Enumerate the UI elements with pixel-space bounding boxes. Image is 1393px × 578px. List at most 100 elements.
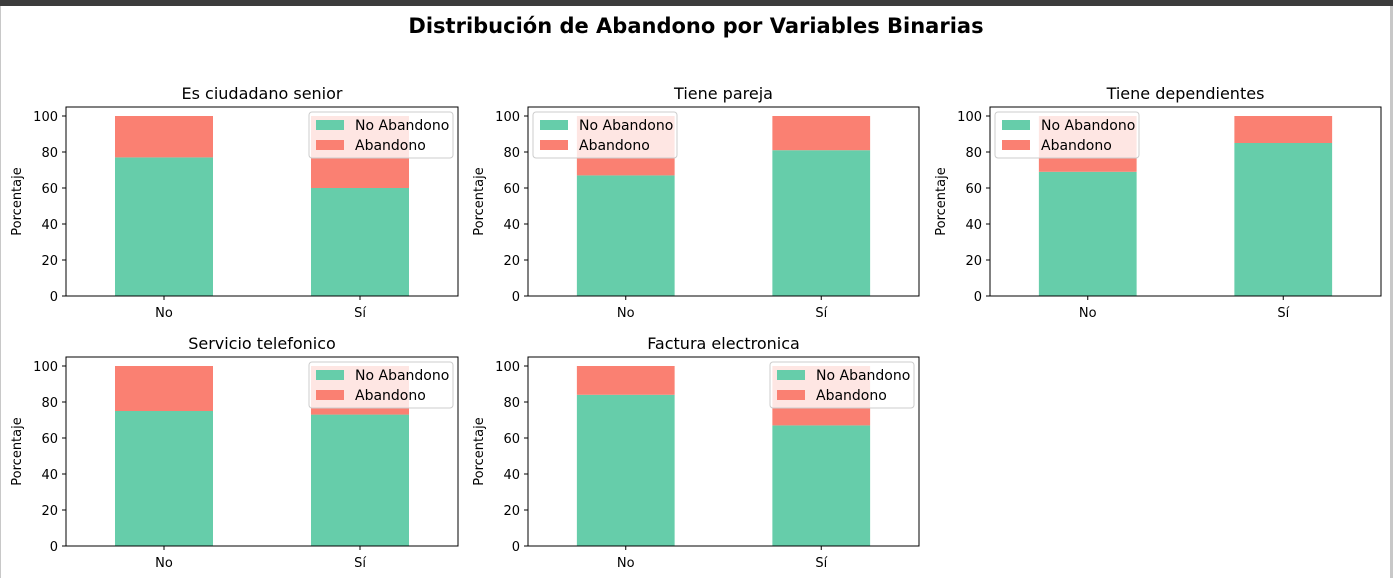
legend-box bbox=[532, 111, 678, 159]
subplot-title: Tiene pareja bbox=[673, 84, 773, 103]
legend-swatch-no-abandono bbox=[316, 120, 344, 130]
axes-frame bbox=[65, 356, 459, 547]
bar-no-abandono-no bbox=[576, 175, 675, 296]
subplot-3: Tiene dependientes No Sí 0 20 40 60 80 100 Porcen… bbox=[934, 84, 1382, 321]
legend-box bbox=[769, 361, 915, 409]
legend: No Abandono Abandono bbox=[532, 111, 678, 159]
legend-box bbox=[308, 111, 454, 159]
legend-label: No Abandono bbox=[816, 368, 910, 384]
y-tick-label: 0 bbox=[50, 290, 58, 305]
bar-no-abandono-si bbox=[311, 188, 409, 296]
figure-title: Distribución de Abandono por Variables B… bbox=[408, 14, 983, 38]
x-tick-label: Sí bbox=[815, 306, 827, 321]
x-tick-label: No bbox=[1079, 306, 1097, 321]
axes-frame bbox=[527, 356, 920, 547]
subplot-1: Es ciudadano senior No Sí 0 20 40 60 80 100 Porce… bbox=[10, 84, 459, 321]
legend-swatch-abandono bbox=[777, 390, 805, 400]
bar-no-abandono-si bbox=[772, 425, 871, 546]
bar-abandono-no bbox=[576, 366, 675, 395]
x-tick-label: Sí bbox=[354, 556, 366, 571]
legend: No Abandono Abandono bbox=[769, 361, 915, 409]
y-axis-label: Porcentaje bbox=[472, 417, 487, 485]
legend-label: No Abandono bbox=[579, 118, 673, 134]
axes-frame bbox=[65, 106, 459, 297]
window-top-bar bbox=[0, 0, 1393, 6]
legend-swatch-no-abandono bbox=[777, 370, 805, 380]
y-axis-label: Porcentaje bbox=[10, 167, 25, 235]
legend-swatch-abandono bbox=[540, 140, 568, 150]
legend-swatch-abandono bbox=[1002, 140, 1030, 150]
legend-swatch-abandono bbox=[316, 140, 344, 150]
y-tick-label: 0 bbox=[50, 540, 58, 555]
y-tick-label: 100 bbox=[33, 110, 58, 125]
y-tick-label: 0 bbox=[974, 290, 982, 305]
y-tick-label: 0 bbox=[512, 290, 520, 305]
subplot-title: Tiene dependientes bbox=[1106, 84, 1265, 103]
y-tick-label: 100 bbox=[33, 360, 58, 375]
legend-swatch-abandono bbox=[316, 390, 344, 400]
x-tick-label: Sí bbox=[815, 556, 827, 571]
y-tick-label: 40 bbox=[965, 218, 982, 233]
y-tick-label: 20 bbox=[503, 254, 520, 269]
bar-no-abandono-no bbox=[576, 394, 675, 546]
axes-frame bbox=[989, 106, 1382, 297]
legend-swatch-no-abandono bbox=[540, 120, 568, 130]
y-tick-label: 40 bbox=[503, 468, 520, 483]
subplot-2: Tiene pareja No Sí 0 20 40 60 80 100 Porcentaje No… bbox=[472, 84, 920, 321]
subplot-title: Es ciudadano senior bbox=[182, 84, 343, 103]
bar-abandono-si bbox=[1234, 116, 1333, 143]
bar-abandono-no bbox=[115, 366, 213, 411]
y-tick-label: 60 bbox=[503, 182, 520, 197]
legend-label: Abandono bbox=[579, 138, 650, 154]
bar-no-abandono-no bbox=[1038, 171, 1137, 296]
x-tick-label: No bbox=[155, 556, 173, 571]
y-tick-label: 100 bbox=[495, 360, 520, 375]
y-axis-label: Porcentaje bbox=[472, 167, 487, 235]
y-axis-label: Porcentaje bbox=[10, 417, 25, 485]
bar-no-abandono-no bbox=[115, 157, 213, 296]
y-tick-label: 80 bbox=[503, 146, 520, 161]
y-tick-label: 20 bbox=[965, 254, 982, 269]
y-tick-label: 40 bbox=[503, 218, 520, 233]
bar-abandono-no bbox=[115, 116, 213, 158]
legend-swatch-no-abandono bbox=[1002, 120, 1030, 130]
y-tick-label: 40 bbox=[41, 218, 58, 233]
bar-no-abandono-si bbox=[1234, 143, 1333, 296]
y-tick-label: 80 bbox=[41, 396, 58, 411]
x-tick-label: Sí bbox=[1277, 306, 1289, 321]
y-tick-label: 60 bbox=[965, 182, 982, 197]
y-axis-label: Porcentaje bbox=[934, 167, 949, 235]
legend: No Abandono Abandono bbox=[994, 111, 1140, 159]
y-tick-label: 100 bbox=[495, 110, 520, 125]
legend: No Abandono Abandono bbox=[308, 111, 454, 159]
legend-label: Abandono bbox=[355, 388, 426, 404]
legend-box bbox=[308, 361, 454, 409]
subplot-5: Factura electronica No Sí 0 20 40 60 80 100 Porce… bbox=[472, 334, 920, 571]
bar-no-abandono-no bbox=[115, 411, 213, 546]
y-tick-label: 80 bbox=[503, 396, 520, 411]
subplot-title: Servicio telefonico bbox=[188, 334, 336, 353]
x-tick-label: No bbox=[155, 306, 173, 321]
subplot-title: Factura electronica bbox=[647, 334, 800, 353]
y-tick-label: 80 bbox=[41, 146, 58, 161]
y-tick-label: 80 bbox=[965, 146, 982, 161]
x-tick-label: No bbox=[617, 306, 635, 321]
y-tick-label: 100 bbox=[957, 110, 982, 125]
legend-swatch-no-abandono bbox=[316, 370, 344, 380]
legend-label: No Abandono bbox=[355, 368, 449, 384]
y-tick-label: 40 bbox=[41, 468, 58, 483]
y-tick-label: 60 bbox=[503, 432, 520, 447]
legend-label: Abandono bbox=[816, 388, 887, 404]
legend-label: No Abandono bbox=[355, 118, 449, 134]
y-tick-label: 0 bbox=[512, 540, 520, 555]
y-tick-label: 20 bbox=[41, 504, 58, 519]
axes-frame bbox=[527, 106, 920, 297]
legend-label: Abandono bbox=[1041, 138, 1112, 154]
y-tick-label: 20 bbox=[41, 254, 58, 269]
window-left-edge bbox=[0, 6, 1, 578]
y-tick-label: 60 bbox=[41, 182, 58, 197]
bar-abandono-si bbox=[772, 116, 871, 151]
y-tick-label: 60 bbox=[41, 432, 58, 447]
legend-label: No Abandono bbox=[1041, 118, 1135, 134]
